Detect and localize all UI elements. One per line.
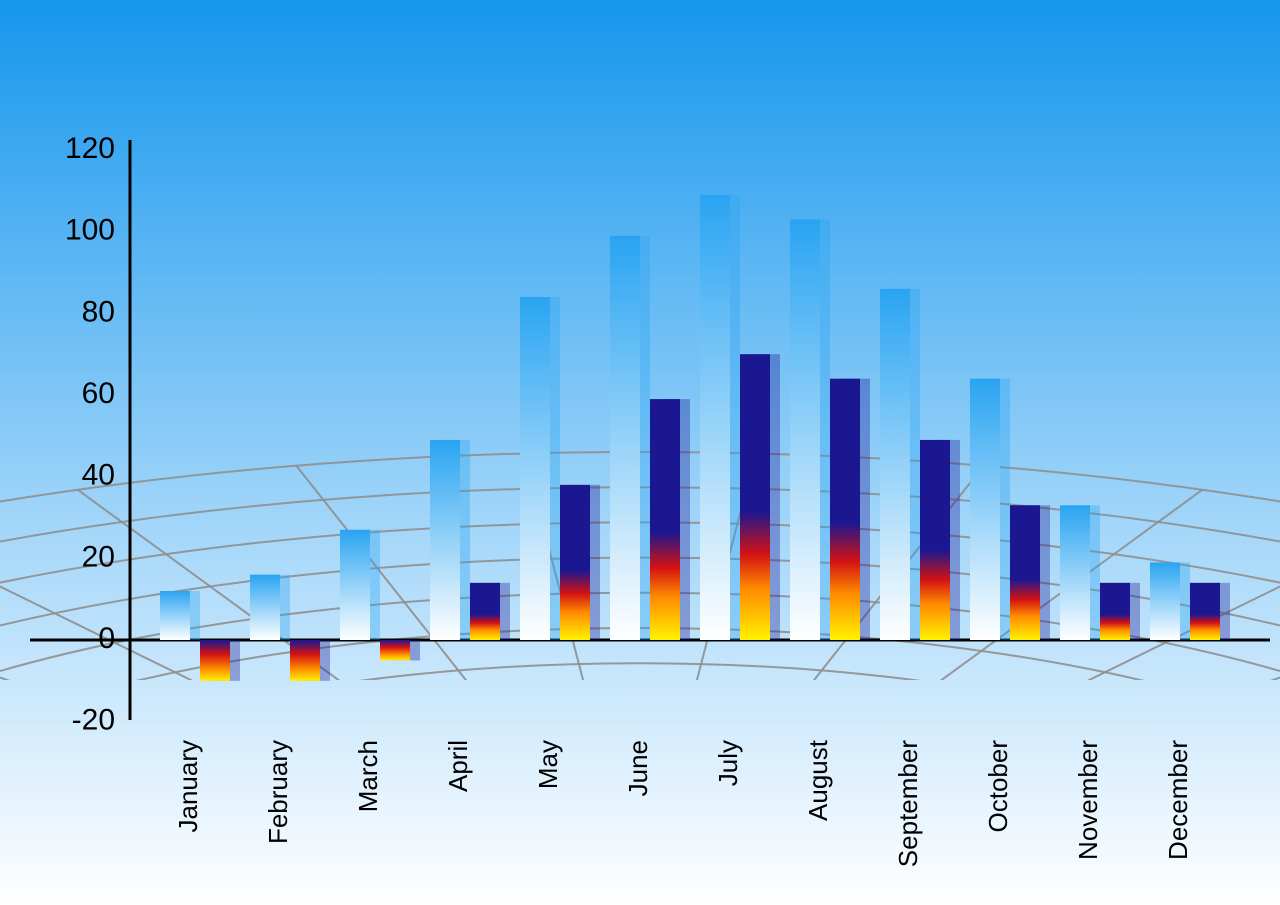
series-a-bar — [880, 289, 910, 640]
x-axis-label: May — [533, 740, 563, 789]
series-b-bar — [920, 440, 950, 640]
y-tick-label: 80 — [82, 295, 115, 328]
x-axis-label: January — [173, 740, 203, 833]
x-axis-label: March — [353, 740, 383, 812]
monthly-bar-chart: -20 0 20 40 60 80 100 120 January February March A… — [0, 0, 1280, 905]
series-b-bar — [1190, 583, 1220, 640]
series-b-bar — [740, 354, 770, 640]
x-axis-label: June — [623, 740, 653, 796]
series-a-bar — [1060, 505, 1090, 640]
series-b-bar — [1100, 583, 1130, 640]
y-tick-label: 0 — [98, 622, 115, 655]
series-a-bar — [250, 575, 280, 640]
series-a-bar — [430, 440, 460, 640]
y-tick-label: -20 — [72, 704, 115, 737]
x-axis-label: September — [893, 740, 923, 868]
y-tick-label: 60 — [82, 377, 115, 410]
y-tick-label: 20 — [82, 540, 115, 573]
y-tick-label: 120 — [65, 132, 115, 165]
series-a-bar — [520, 297, 550, 640]
series-a-bar — [340, 530, 370, 640]
series-a-bar — [790, 219, 820, 640]
x-axis-label: November — [1073, 740, 1103, 860]
series-a-bar — [970, 379, 1000, 640]
series-a-bar — [700, 195, 730, 640]
series-a-bar — [1150, 562, 1180, 640]
series-b-bar — [830, 379, 860, 640]
series-b-bar — [380, 640, 410, 660]
series-b-bar — [200, 640, 230, 681]
series-b-bar — [650, 399, 680, 640]
series-b-bar — [1010, 505, 1040, 640]
x-axis-label: February — [263, 740, 293, 844]
x-axis-label: July — [713, 740, 743, 786]
series-b-bar — [560, 485, 590, 640]
series-b-bar — [290, 640, 320, 681]
y-tick-label: 100 — [65, 214, 115, 247]
y-tick-label: 40 — [82, 459, 115, 492]
series-a-bar — [610, 236, 640, 640]
x-axis-label: August — [803, 739, 833, 821]
x-axis-label: December — [1163, 740, 1193, 860]
series-b-bar — [470, 583, 500, 640]
x-axis-label: October — [983, 740, 1013, 833]
x-axis-label: April — [443, 740, 473, 792]
series-a-bar — [160, 591, 190, 640]
